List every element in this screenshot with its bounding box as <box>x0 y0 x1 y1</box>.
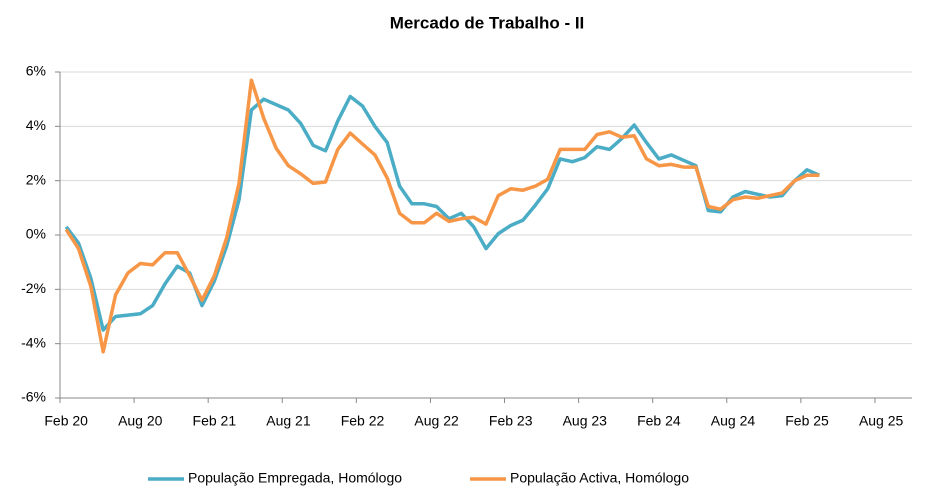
x-tick-label: Feb 20 <box>44 413 88 429</box>
series-line <box>64 78 820 354</box>
y-tick-label: 4% <box>26 117 46 133</box>
x-tick-label: Aug 25 <box>859 413 904 429</box>
y-tick-label: 2% <box>26 171 46 187</box>
x-tick-label: Feb 23 <box>489 413 533 429</box>
chart-title: Mercado de Trabalho - II <box>390 13 585 32</box>
y-tick-label: -6% <box>21 389 46 405</box>
x-tick-label: Feb 25 <box>785 413 829 429</box>
legend-label: População Activa, Homólogo <box>510 470 689 486</box>
y-tick-label: 6% <box>26 63 46 79</box>
x-tick-label: Feb 21 <box>193 413 237 429</box>
x-tick-label: Feb 24 <box>637 413 681 429</box>
series-line <box>64 94 821 332</box>
x-tick-label: Aug 21 <box>266 413 311 429</box>
y-tick-label: 0% <box>26 226 46 242</box>
x-tick-label: Aug 24 <box>711 413 756 429</box>
x-tick-label: Aug 20 <box>118 413 163 429</box>
x-tick-label: Aug 22 <box>414 413 459 429</box>
x-tick-label: Aug 23 <box>563 413 608 429</box>
x-tick-label: Feb 22 <box>341 413 385 429</box>
legend-label: População Empregada, Homólogo <box>188 470 402 486</box>
y-tick-label: -4% <box>21 334 46 350</box>
y-tick-label: -2% <box>21 280 46 296</box>
